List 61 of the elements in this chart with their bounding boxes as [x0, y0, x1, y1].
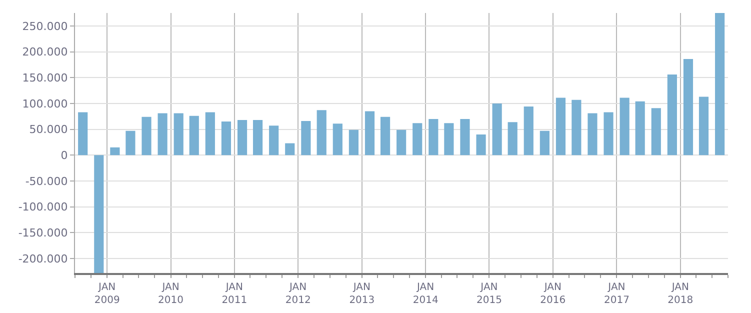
- y-tick-label: -200.000: [18, 252, 68, 266]
- x-tick-label: JAN 2012: [285, 282, 311, 306]
- y-tick-label: 250.000: [22, 20, 68, 33]
- bar: [620, 98, 630, 156]
- bar: [508, 122, 518, 156]
- y-tick-label: 50.000: [29, 123, 68, 136]
- bar: [651, 108, 661, 156]
- x-tick-label: JAN 2011: [222, 282, 248, 306]
- x-tick-label: JAN 2018: [668, 282, 694, 306]
- bar: [78, 112, 88, 156]
- x-tick-label: JAN 2014: [412, 282, 438, 306]
- x-tick-label: JAN 2010: [158, 282, 184, 306]
- bar: [428, 118, 438, 156]
- bar: [683, 59, 694, 156]
- bar: [110, 147, 120, 156]
- bar: [252, 120, 263, 156]
- x-tick-label: JAN 2009: [94, 282, 120, 306]
- bar: [715, 13, 725, 156]
- x-tick-label: JAN 2017: [604, 282, 630, 306]
- bar: [221, 122, 232, 156]
- bar: [205, 112, 215, 156]
- bar: [301, 121, 311, 156]
- bar: [348, 130, 359, 156]
- bar: [698, 96, 709, 156]
- y-tick-label: 200.000: [22, 46, 68, 59]
- bar: [460, 118, 470, 156]
- y-tick-label: 100.000: [22, 97, 68, 110]
- y-tick-label: -150.000: [18, 226, 68, 240]
- bar: [396, 130, 406, 156]
- bar: [572, 100, 582, 156]
- x-tick-label: JAN 2013: [349, 282, 375, 306]
- bar: [174, 113, 184, 156]
- x-tick-label: JAN 2016: [540, 282, 566, 306]
- bar: [189, 116, 199, 156]
- y-tick-label: -100.000: [18, 200, 68, 214]
- bar: [364, 111, 375, 156]
- bar: [604, 112, 614, 156]
- bar: [332, 124, 342, 156]
- bar: [588, 113, 598, 156]
- y-tick-label: 0: [60, 149, 68, 162]
- bar: [540, 130, 550, 156]
- bar: [444, 123, 454, 156]
- bar: [285, 143, 295, 156]
- bar: [476, 134, 486, 156]
- x-tick-label: JAN 2015: [476, 282, 502, 306]
- bar: [635, 101, 645, 156]
- bar: [94, 155, 104, 273]
- bar: [269, 126, 279, 156]
- bar: [524, 106, 534, 156]
- bar: [556, 98, 566, 156]
- bar: [142, 116, 152, 156]
- bar: [667, 74, 677, 156]
- bar: [237, 120, 248, 156]
- bar: [412, 123, 422, 156]
- bar: [158, 113, 168, 156]
- bar: [126, 130, 136, 156]
- bar: [380, 116, 390, 156]
- bar: [492, 103, 502, 156]
- bar: [316, 110, 326, 156]
- y-tick-label: 150.000: [22, 71, 68, 84]
- y-tick-label: -50.000: [25, 174, 68, 188]
